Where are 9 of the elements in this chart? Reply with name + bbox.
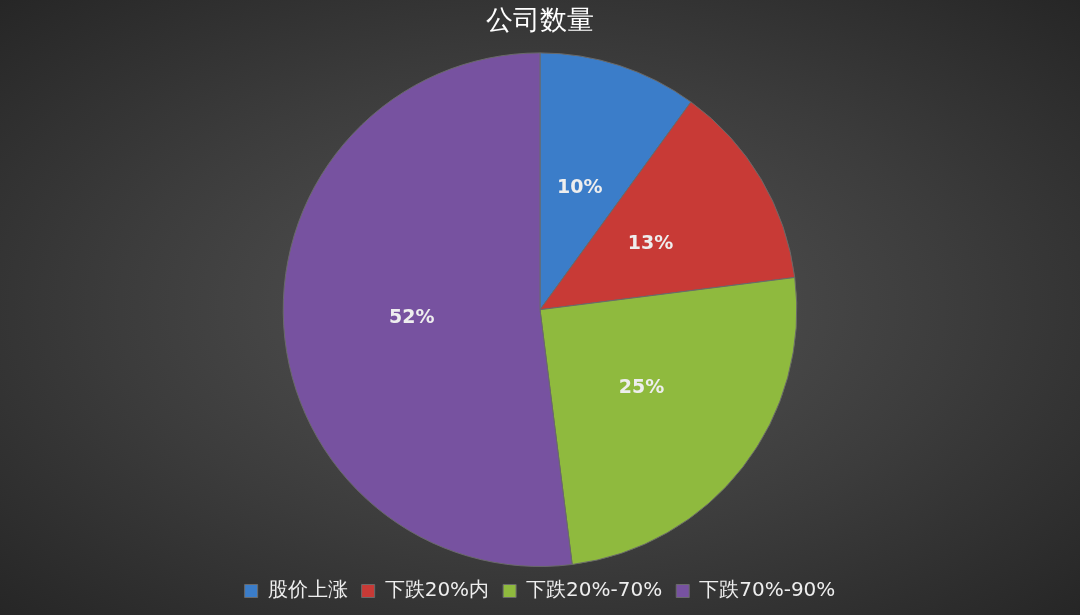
legend-label: 下跌70%-90% [699, 577, 836, 602]
legend-label: 股价上涨 [267, 577, 348, 602]
data-label: 10% [556, 174, 603, 197]
data-label: 25% [618, 375, 665, 398]
legend-label: 下跌20%内 [384, 577, 490, 602]
data-label: 13% [627, 231, 674, 254]
legend-label: 下跌20%-70% [526, 577, 663, 602]
chart-title: 公司数量 [486, 4, 594, 36]
data-label: 52% [389, 304, 435, 327]
